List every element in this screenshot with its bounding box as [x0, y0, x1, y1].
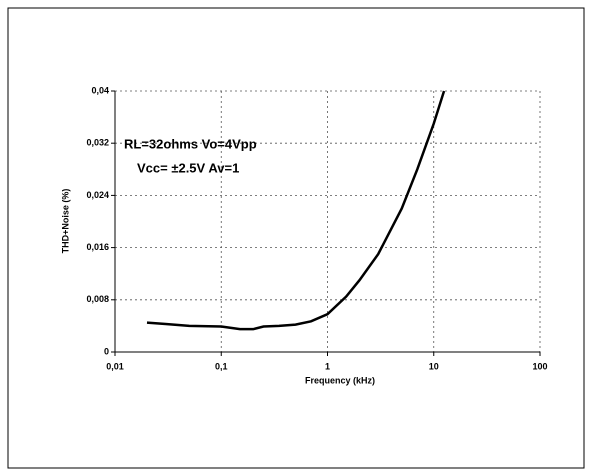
- x-tick-label: 10: [429, 361, 439, 371]
- y-tick-label: 0,016: [86, 242, 109, 252]
- frame: [7, 7, 585, 469]
- y-axis-label: THD+Noise (%): [60, 189, 70, 254]
- y-tick-label: 0,032: [86, 138, 109, 148]
- x-tick-label: 0,1: [215, 361, 228, 371]
- y-tick-label: 0,008: [86, 294, 109, 304]
- data-line: [146, 90, 446, 331]
- x-tick-label: 0,01: [106, 361, 124, 371]
- x-tick-label: 1: [325, 361, 330, 371]
- y-tick-label: 0,04: [91, 85, 109, 95]
- y-tick-label: 0: [104, 346, 109, 356]
- x-tick-label: 100: [532, 361, 547, 371]
- x-axis-label: Frequency (kHz): [305, 375, 375, 385]
- annotation: Vcc= ±2.5V Av=1: [137, 160, 239, 175]
- y-tick-label: 0,024: [86, 190, 109, 200]
- annotation: RL=32ohms Vo=4Vpp: [124, 136, 257, 151]
